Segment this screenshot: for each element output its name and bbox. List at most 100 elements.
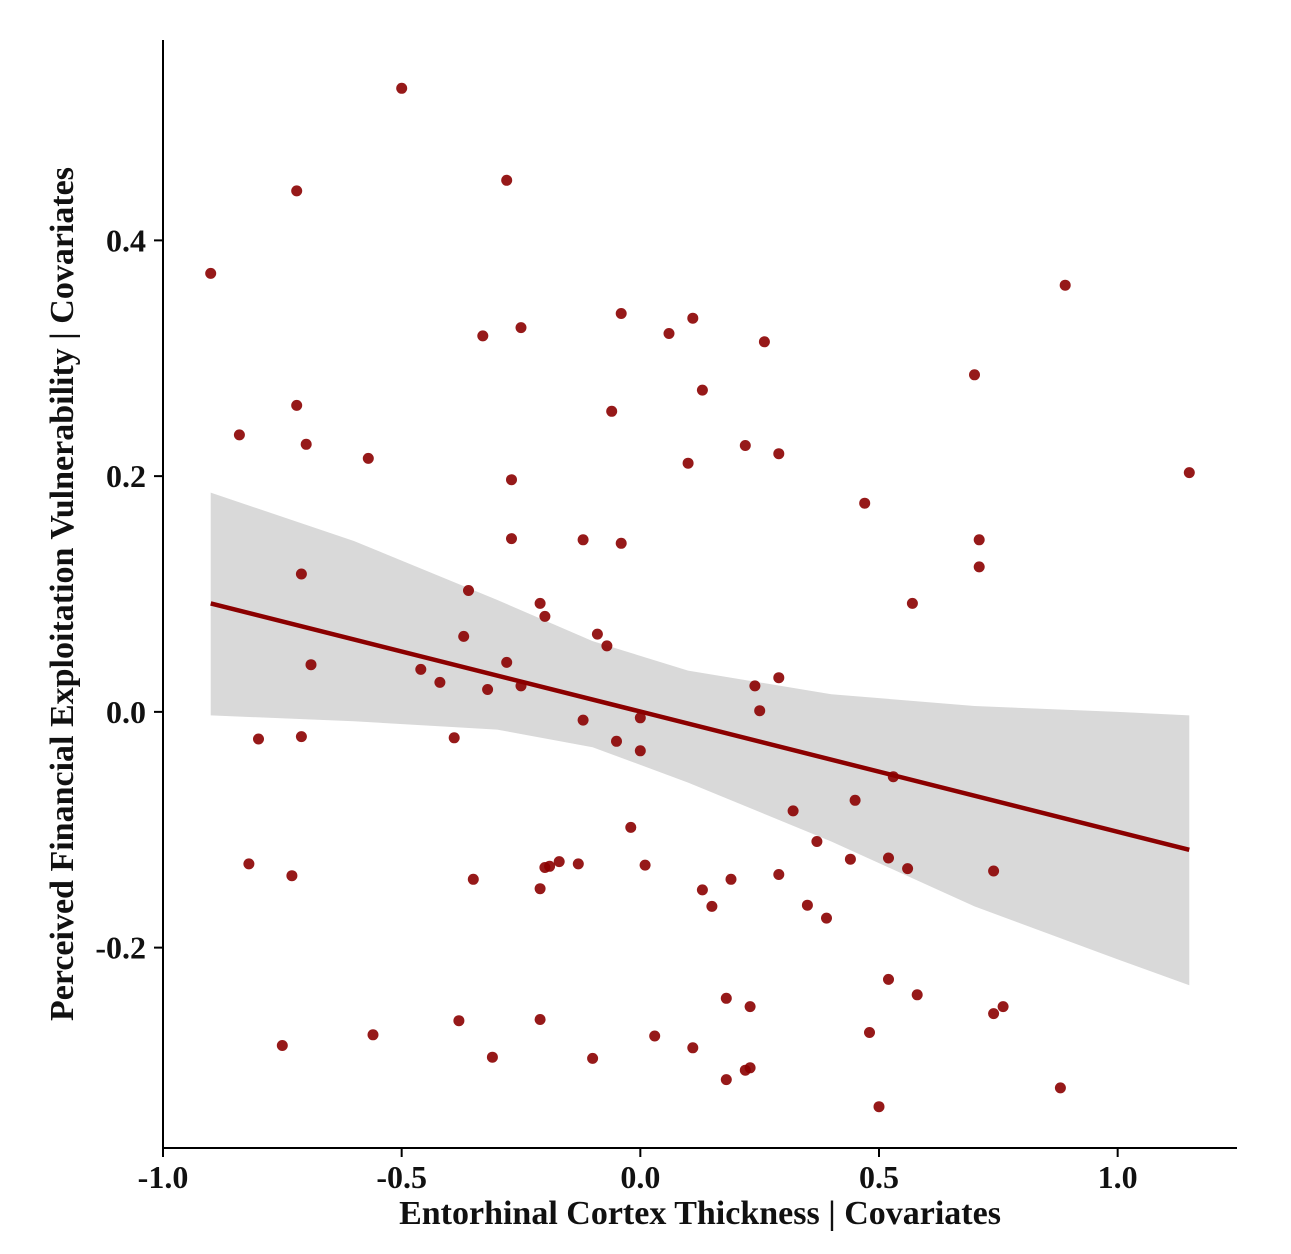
x-axis-title: Entorhinal Cortex Thickness | Covariates	[399, 1195, 1001, 1232]
axes: -1.0 -0.5 0.0 0.5 1.0 -0.2 0.0 0.2 0.4	[95, 40, 1237, 1195]
data-point	[758, 336, 770, 348]
data-point	[988, 1008, 1000, 1020]
data-point	[687, 312, 699, 324]
data-point	[534, 883, 546, 895]
data-point	[539, 610, 551, 622]
x-tick-label: 1.0	[1098, 1159, 1138, 1195]
data-point	[639, 859, 651, 871]
y-tick-label: 0.0	[106, 694, 146, 730]
data-point	[720, 1074, 732, 1086]
data-point	[448, 732, 460, 744]
data-point	[615, 537, 627, 549]
data-point	[801, 899, 813, 911]
data-point	[739, 440, 751, 451]
data-point	[534, 597, 546, 609]
data-point	[773, 448, 785, 460]
data-point	[864, 1027, 875, 1038]
data-point	[396, 82, 408, 94]
x-tick-label: -1.0	[138, 1159, 189, 1195]
data-point	[305, 659, 317, 671]
data-point	[253, 733, 264, 745]
data-point	[1059, 279, 1071, 291]
data-point	[634, 712, 646, 724]
data-point	[577, 714, 589, 726]
y-axis-title: Perceived Financial Exploitation Vulnera…	[44, 167, 81, 1021]
data-point	[577, 534, 589, 546]
data-point	[477, 330, 489, 342]
data-point	[367, 1029, 379, 1041]
data-point	[973, 534, 985, 546]
data-point	[553, 856, 565, 868]
data-point	[749, 680, 761, 692]
data-point	[649, 1030, 661, 1042]
data-point	[969, 369, 980, 381]
data-point	[534, 1014, 546, 1025]
data-point	[276, 1040, 288, 1051]
data-point	[453, 1015, 465, 1027]
data-point	[295, 731, 307, 743]
fit-line-layer	[210, 601, 1190, 852]
data-point	[997, 1001, 1009, 1013]
data-point	[291, 399, 303, 411]
data-point	[544, 860, 556, 872]
data-point	[663, 328, 675, 339]
data-point	[515, 322, 527, 334]
data-point	[611, 735, 622, 747]
data-point	[295, 568, 307, 580]
data-point	[773, 672, 785, 684]
y-tick-label: -0.2	[95, 930, 146, 966]
data-point	[434, 676, 446, 688]
data-point	[606, 405, 618, 417]
data-point	[696, 884, 708, 896]
data-point	[849, 794, 861, 806]
data-point	[773, 869, 785, 880]
data-point	[906, 597, 918, 609]
x-tick-label: -0.5	[376, 1159, 427, 1195]
data-point	[467, 873, 479, 885]
data-point	[902, 863, 914, 875]
data-point	[696, 384, 708, 396]
data-point	[233, 429, 245, 441]
data-point	[625, 821, 637, 833]
y-tick-label: 0.4	[106, 222, 146, 258]
data-point	[486, 1051, 498, 1063]
data-point	[911, 989, 923, 1001]
data-point	[205, 267, 217, 279]
data-point	[362, 452, 374, 464]
data-point	[1183, 467, 1195, 479]
data-point	[415, 663, 427, 675]
data-point	[506, 474, 517, 486]
data-point	[634, 745, 646, 757]
data-point	[844, 853, 856, 865]
data-point	[501, 656, 513, 668]
data-point	[859, 497, 871, 509]
confidence-band-layer	[210, 492, 1190, 986]
data-point	[1054, 1082, 1066, 1094]
data-point	[811, 836, 823, 847]
data-point	[754, 705, 766, 717]
data-point	[821, 912, 832, 924]
data-point	[744, 1001, 756, 1013]
confidence-band	[210, 492, 1190, 986]
data-point	[744, 1062, 756, 1074]
data-point	[725, 873, 737, 885]
data-point	[501, 174, 513, 186]
data-point	[243, 858, 255, 870]
y-tick-label: 0.2	[106, 458, 146, 494]
data-point	[601, 640, 613, 652]
data-point	[300, 438, 312, 450]
regression-line	[210, 601, 1190, 852]
data-point	[883, 852, 894, 864]
data-point	[615, 308, 627, 319]
x-tick-label: 0.5	[859, 1159, 899, 1195]
data-point	[572, 858, 584, 870]
data-point	[973, 561, 985, 573]
data-point	[787, 805, 799, 817]
data-point	[291, 185, 303, 197]
data-point	[873, 1101, 885, 1113]
x-tick-label: 0.0	[620, 1159, 660, 1195]
data-point	[687, 1042, 699, 1054]
data-point	[682, 457, 694, 469]
data-point	[720, 992, 732, 1004]
